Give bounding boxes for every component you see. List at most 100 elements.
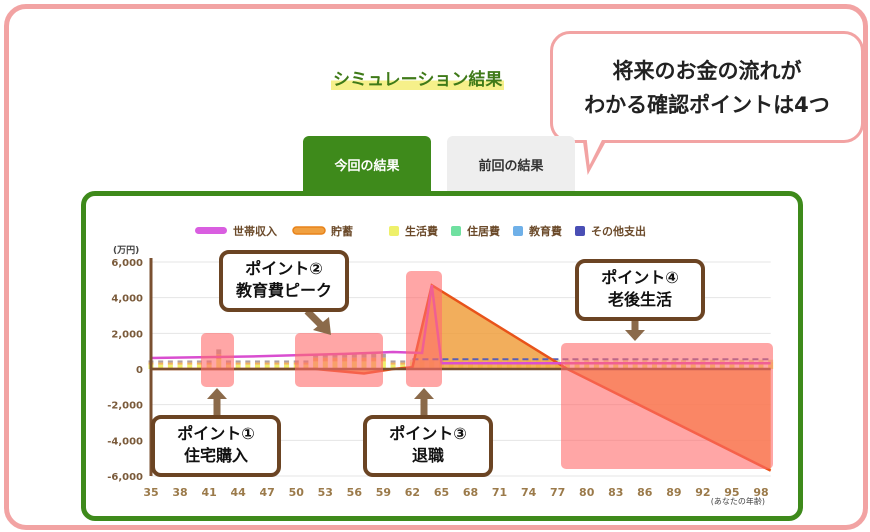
- x-tick-label: 89: [666, 486, 681, 499]
- bubble-line2: わかる確認ポイントは4つ: [584, 93, 830, 117]
- legend-swatch: [389, 226, 399, 236]
- x-tick-label: 92: [695, 486, 710, 499]
- x-tick-label: 56: [347, 486, 363, 499]
- frame: シミュレーション結果 将来のお金の流れが わかる確認ポイントは4つ 今回の結果 …: [4, 4, 868, 530]
- y-tick-label: 2,000: [111, 329, 143, 340]
- x-tick-label: 38: [172, 486, 187, 499]
- x-tick-label: 62: [405, 486, 420, 499]
- page-title: シミュレーション結果: [331, 65, 505, 90]
- y-tick-label: -6,000: [107, 472, 143, 483]
- bar-housing: [187, 362, 193, 365]
- bar-living: [187, 364, 193, 369]
- arrow-point3-head: [414, 388, 434, 399]
- legend-swatch: [292, 226, 326, 235]
- bar-housing: [390, 362, 396, 365]
- bar-housing: [177, 362, 183, 365]
- callout-text: 老後生活: [607, 290, 672, 309]
- y-unit: (万円): [113, 245, 139, 256]
- arrow-point2: [304, 308, 324, 328]
- legend-label: 世帯収入: [233, 224, 277, 238]
- bar-other: [284, 360, 290, 363]
- bar-other: [158, 360, 164, 363]
- bar-living: [380, 361, 386, 369]
- bar-living: [196, 364, 202, 369]
- y-tick-label: -4,000: [107, 436, 143, 447]
- x-tick-label: 80: [579, 486, 595, 499]
- arrow-point2-head: [313, 317, 331, 335]
- callout-text: 教育費ピーク: [235, 281, 332, 300]
- tab-previous-result[interactable]: 前回の結果: [447, 136, 575, 193]
- callout-point1: ポイント① 住宅購入: [151, 415, 281, 477]
- y-tick-label: 0: [136, 365, 143, 376]
- bar-housing: [284, 362, 290, 365]
- bar-other: [187, 360, 193, 363]
- x-tick-label: 47: [260, 486, 275, 499]
- highlight-box: [561, 343, 773, 469]
- legend-swatch: [575, 226, 585, 236]
- y-tick-label: -2,000: [107, 401, 143, 412]
- y-tick-label: 6,000: [111, 258, 143, 269]
- highlight-box: [406, 271, 442, 387]
- bar-other: [196, 360, 202, 363]
- x-tick-label: 53: [318, 486, 333, 499]
- callout-point4: ポイント④ 老後生活: [575, 259, 705, 321]
- x-tick-label: 35: [143, 486, 158, 499]
- legend-label: 教育費: [528, 224, 562, 238]
- callout-title: ポイント④: [601, 268, 679, 287]
- chart: 6,000 4,000 2,000 0 -2,000 -4,000 -6,000 (万円) 35…: [107, 224, 774, 506]
- legend-swatch: [195, 227, 227, 234]
- bar-housing: [264, 362, 270, 365]
- bar-living: [167, 364, 173, 369]
- bar-living: [255, 364, 261, 369]
- x-tick-label: 83: [608, 486, 623, 499]
- bar-living: [390, 364, 396, 369]
- bar-housing: [158, 362, 164, 365]
- callout-title: ポイント②: [245, 259, 323, 278]
- bar-living: [284, 364, 290, 369]
- bar-other: [264, 360, 270, 363]
- arrow-point4-head: [625, 330, 645, 341]
- legend-label: 貯蓄: [331, 224, 353, 238]
- x-tick-label: 59: [376, 486, 391, 499]
- legend-swatch: [513, 226, 523, 236]
- bar-housing: [235, 362, 241, 365]
- legend-label: その他支出: [591, 224, 646, 238]
- legend-swatch: [451, 226, 461, 236]
- highlight-box: [295, 333, 383, 387]
- legend-label: 住居費: [467, 224, 500, 238]
- bar-other: [274, 360, 280, 363]
- x-tick-label: 95: [724, 486, 739, 499]
- highlight-box: [201, 333, 234, 387]
- bar-living: [158, 364, 164, 369]
- bar-other: [245, 360, 251, 363]
- x-tick-label: 74: [521, 486, 537, 499]
- x-tick-label: 44: [230, 486, 246, 499]
- bar-living: [245, 364, 251, 369]
- callout-point2: ポイント② 教育費ピーク: [219, 250, 349, 312]
- bar-living: [274, 364, 280, 369]
- bar-housing: [196, 362, 202, 365]
- callout-title: ポイント①: [177, 424, 255, 443]
- bar-housing: [245, 362, 251, 365]
- x-tick-label: 71: [492, 486, 507, 499]
- x-tick-label: 98: [753, 486, 768, 499]
- bar-housing: [400, 362, 406, 365]
- bar-living: [264, 364, 270, 369]
- y-tick-label: 4,000: [111, 294, 143, 305]
- arrow-point1-head: [207, 388, 227, 399]
- bar-other: [380, 353, 386, 358]
- bar-other: [255, 360, 261, 363]
- x-tick-label: 86: [637, 486, 653, 499]
- tab-current-result[interactable]: 今回の結果: [303, 136, 431, 193]
- x-tick-label: 68: [463, 486, 478, 499]
- bar-living: [177, 364, 183, 369]
- bar-other: [177, 360, 183, 363]
- x-tick-label: 50: [289, 486, 305, 499]
- legend-label: 生活費: [405, 224, 438, 238]
- callout-text: 退職: [411, 446, 444, 465]
- bar-other: [235, 360, 241, 363]
- bubble-line1: 将来のお金の流れが: [612, 59, 802, 83]
- callout-text: 住宅購入: [183, 446, 248, 465]
- x-tick-label: 41: [201, 486, 216, 499]
- bar-other: [390, 360, 396, 363]
